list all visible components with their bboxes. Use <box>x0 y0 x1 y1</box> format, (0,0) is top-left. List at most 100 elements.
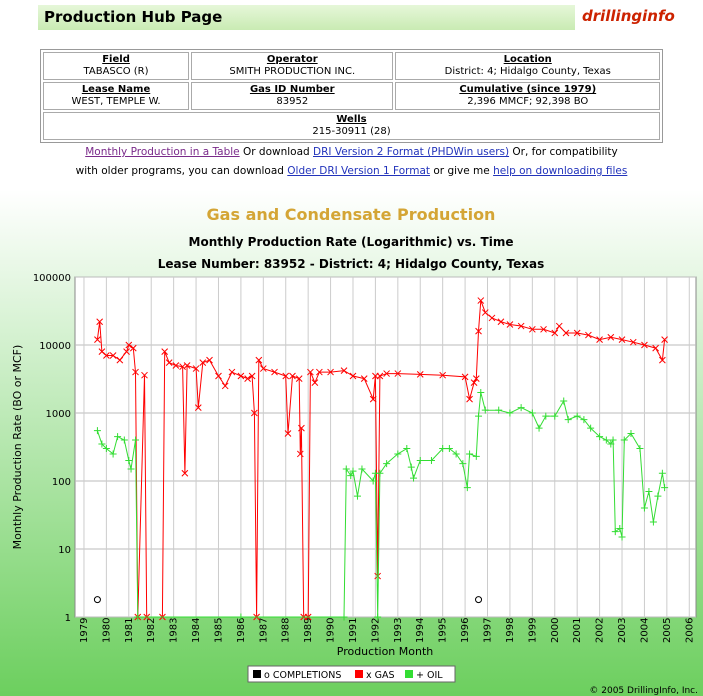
marker <box>607 440 615 448</box>
x-tick-label: 1987 <box>258 618 269 643</box>
marker <box>237 613 245 621</box>
cell-label: Cumulative (since 1979) <box>459 84 597 95</box>
info-table: Field TABASCO (R) Operator SMITH PRODUCTION… <box>40 49 663 143</box>
marker <box>374 613 382 621</box>
marker <box>618 336 626 343</box>
marker <box>369 395 377 403</box>
marker <box>477 389 485 397</box>
marker <box>369 477 377 485</box>
marker <box>472 452 480 460</box>
marker <box>394 370 402 377</box>
y-axis-label: Monthly Production Rate (BO or MCF) <box>11 345 24 550</box>
marker <box>316 368 323 376</box>
x-tick-label: 1994 <box>415 618 426 643</box>
legend-label: + OIL <box>416 670 443 681</box>
marker <box>192 365 200 372</box>
marker <box>596 336 603 343</box>
x-tick-label: 1992 <box>370 618 381 643</box>
marker <box>564 416 572 424</box>
x-tick-label: 1998 <box>505 618 516 643</box>
marker <box>407 463 415 471</box>
marker <box>360 375 368 383</box>
y-tick-label: 1000 <box>46 409 71 420</box>
marker <box>562 329 570 337</box>
link[interactable]: help on downloading files <box>493 165 628 177</box>
x-tick-label: 1982 <box>146 618 157 643</box>
marker <box>284 430 292 437</box>
chart-title: Gas and Condensate Production <box>207 205 496 224</box>
marker <box>199 359 207 367</box>
x-tick-label: 2003 <box>617 618 628 643</box>
x-tick-label: 1991 <box>348 618 359 643</box>
marker <box>461 373 469 381</box>
marker <box>652 344 659 352</box>
legend-label: x GAS <box>366 670 395 681</box>
legend-swatch <box>405 670 413 678</box>
x-tick-label: 2005 <box>662 618 673 643</box>
marker <box>250 409 258 417</box>
link[interactable]: DRI Version 2 Format (PHDWin users) <box>313 146 510 158</box>
link[interactable]: Older DRI Version 1 Format <box>287 165 431 177</box>
marker <box>96 318 104 326</box>
x-tick-label: 1979 <box>79 618 90 643</box>
marker <box>109 352 117 359</box>
chart-subtitle: Lease Number: 83952 - District: 4; Hidal… <box>158 257 544 271</box>
marker <box>132 436 140 444</box>
link[interactable]: Monthly Production in a Table <box>85 146 240 158</box>
marker <box>109 450 117 458</box>
marker <box>528 409 536 417</box>
marker <box>661 336 668 343</box>
marker <box>181 469 189 477</box>
marker <box>179 363 186 371</box>
marker <box>466 395 473 403</box>
legend-swatch <box>355 670 363 678</box>
marker <box>94 336 101 343</box>
marker <box>495 406 503 414</box>
marker <box>161 348 169 355</box>
marker <box>452 450 460 458</box>
marker <box>551 412 559 420</box>
marker <box>654 492 662 500</box>
marker <box>98 440 106 448</box>
marker <box>587 424 595 432</box>
marker <box>439 445 447 453</box>
x-tick-label: 1996 <box>460 618 471 643</box>
marker <box>475 596 483 604</box>
x-tick-label: 1999 <box>527 618 538 643</box>
x-tick-label: 1988 <box>281 618 292 643</box>
marker <box>342 465 350 473</box>
cell-value: SMITH PRODUCTION INC. <box>229 66 356 77</box>
y-tick-label: 10000 <box>39 341 71 352</box>
marker <box>416 371 424 378</box>
marker <box>259 365 267 372</box>
marker <box>517 404 525 412</box>
marker <box>311 379 319 386</box>
marker <box>120 436 128 444</box>
marker <box>475 412 483 420</box>
marker <box>659 356 666 364</box>
marker <box>102 445 110 453</box>
logo[interactable]: drillinginfo <box>582 7 675 25</box>
legend <box>247 665 456 683</box>
x-tick-label: 1989 <box>303 618 314 643</box>
marker <box>596 433 604 441</box>
marker <box>640 504 648 512</box>
marker <box>439 371 447 379</box>
marker <box>255 356 263 364</box>
text: with older programs, you can download <box>75 165 288 177</box>
x-tick-label: 1995 <box>438 618 449 643</box>
legend-label: o COMPLETIONS <box>264 670 341 681</box>
marker <box>282 372 290 380</box>
marker <box>358 465 366 473</box>
marker <box>289 372 296 380</box>
marker <box>327 368 334 376</box>
marker <box>340 613 348 621</box>
marker <box>477 297 485 304</box>
marker <box>349 467 357 475</box>
marker <box>93 596 101 604</box>
marker <box>618 533 626 541</box>
x-tick-label: 1984 <box>191 618 202 643</box>
x-tick-label: 1990 <box>326 618 337 643</box>
marker <box>661 484 669 492</box>
x-tick-label: 2004 <box>639 618 650 643</box>
